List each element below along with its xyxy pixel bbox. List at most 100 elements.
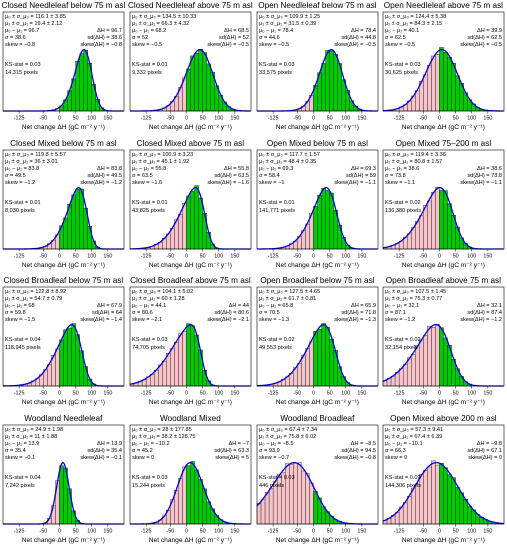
x-tick-label: 150 xyxy=(357,528,366,534)
stat-sigma: σ = 80.6 xyxy=(132,310,153,316)
histogram-bar xyxy=(431,55,436,112)
x-tick-label: 0 xyxy=(58,528,61,534)
stat-mudiff: μ₀ − μ₁ = −8.5 xyxy=(259,441,293,447)
histogram-bar xyxy=(173,341,179,387)
histogram-bar xyxy=(419,339,424,387)
stat-mudiff: μ₀ − μ₁ = 13.9 xyxy=(5,441,39,447)
stat-dh: ΔH = 13.9 xyxy=(97,441,122,447)
histogram-bar xyxy=(260,499,265,524)
x-tick-label: 100 xyxy=(467,528,476,534)
stat-sigma: σ = 38.6 xyxy=(5,35,26,41)
histogram-bar xyxy=(419,473,424,524)
x-tick-label: -125 xyxy=(394,528,405,534)
plot-frame xyxy=(129,149,252,249)
x-tick-label: 50 xyxy=(73,391,79,397)
x-tick-label: 150 xyxy=(484,391,493,397)
panel-title: Open Broadleaf above 75 m asl xyxy=(386,276,501,285)
stat-sd: sd(ΔH) = 63.3 xyxy=(214,448,249,454)
histogram-bar xyxy=(47,364,52,387)
panel-title: Closed Broadleaf above 75 m asl xyxy=(130,276,251,285)
histogram-bar xyxy=(256,502,261,524)
stat-mu1: μ₁ ± σ_μ₁ = 48.4 ± 0.35 xyxy=(259,159,316,165)
stat-mu1: μ₁ ± σ_μ₁ = 66.3 ± 4.32 xyxy=(132,21,189,27)
stat-dh: ΔH = 39.9 xyxy=(477,28,502,34)
histogram-bar xyxy=(415,220,420,249)
panel-title: Woodland Needleleaf xyxy=(24,414,103,423)
stat-skew: skew = −1.1 xyxy=(385,180,415,186)
stat-sigma: σ = 45.2 xyxy=(132,448,153,454)
histogram-bar xyxy=(403,364,408,387)
x-tick-label: 0 xyxy=(185,116,188,122)
stat-mu0: μ₀ ± σ_μ₀ = 24.9 ± 1.98 xyxy=(5,427,63,433)
stat-mudiff: μ₀ − μ₁ = 69.3 xyxy=(259,166,293,172)
histogram-bar xyxy=(206,63,211,112)
x-tick-label: 50 xyxy=(199,253,205,259)
x-tick-label: 0 xyxy=(438,391,441,397)
histogram-bar xyxy=(316,194,322,249)
x-tick-label: -50 xyxy=(166,528,174,534)
x-tick-label: -50 xyxy=(293,391,301,397)
stat-dh: ΔH = 67.9 xyxy=(97,303,122,309)
histogram-bar xyxy=(87,225,92,249)
x-tick-label: 0 xyxy=(58,253,61,259)
stat-dh: ΔH = −8.5 xyxy=(350,441,375,447)
panel-title: Closed Mixed above 75 m asl xyxy=(136,139,244,148)
stat-sigma: σ = 73.8 xyxy=(385,173,406,179)
x-tick-label: 150 xyxy=(484,116,493,122)
stat-skewdh: skew(ΔH) = −1.2 xyxy=(80,180,122,186)
stat-skew: skew = −0.5 xyxy=(132,42,162,48)
histogram-bar xyxy=(423,335,428,387)
histogram-bar xyxy=(423,469,428,524)
stat-skewdh: skew(ΔH) = −0.5 xyxy=(461,42,503,48)
stat-mudiff: μ₀ − μ₁ = 55.8 xyxy=(132,166,166,172)
histogram-bar xyxy=(312,490,318,524)
histogram-bar xyxy=(411,354,416,387)
stat-mu1: μ₁ ± σ_μ₁ = 61.7 ± 0.81 xyxy=(259,296,316,302)
stat-mu0: μ₀ ± σ_μ₀ = 67.4 ± 7.34 xyxy=(259,427,317,433)
x-tick-label: 50 xyxy=(453,116,459,122)
histogram-panel: Open Needleleaf above 75 m asl -125 -50 0 50… xyxy=(382,1,505,131)
stat-dh: ΔH = −7 xyxy=(228,441,249,447)
stat-pixels: 136,380 pixels xyxy=(385,208,421,214)
histogram-bar xyxy=(296,461,302,524)
histogram-bar xyxy=(284,463,289,524)
histogram-bar xyxy=(415,90,420,112)
stat-skewdh: skew(ΔH) = −1.3 xyxy=(334,317,376,323)
histogram-bar xyxy=(177,213,183,249)
histogram-bar xyxy=(300,354,306,387)
x-tick-label: -50 xyxy=(420,391,428,397)
plot-frame xyxy=(2,286,125,387)
stat-sd: sd(ΔH) = 52 xyxy=(219,35,249,41)
stat-mu1: μ₁ ± σ_μ₁ = 75.8 ± 6.02 xyxy=(259,434,316,440)
histogram-bar xyxy=(411,487,416,524)
x-axis-label: Net change ΔH (gC m⁻² y⁻¹) xyxy=(402,399,485,406)
stat-mudiff: μ₀ − μ₁ = 44.1 xyxy=(132,303,166,309)
histogram-bar xyxy=(427,200,432,249)
stat-sd: sd(ΔH) = 80.6 xyxy=(214,310,249,316)
stat-dh: ΔH = −9.8 xyxy=(477,441,502,447)
x-tick-label: -125 xyxy=(14,116,25,122)
stat-dh: ΔH = 78.4 xyxy=(350,28,375,34)
stat-mudiff: μ₀ − μ₁ = 78.4 xyxy=(259,28,293,34)
x-tick-label: 50 xyxy=(326,116,332,122)
density-curve xyxy=(383,48,504,112)
stat-mu0: μ₀ ± σ_μ₀ = 134.5 ± 10.33 xyxy=(132,14,196,20)
stat-mudiff: μ₀ − μ₁ = 83.8 xyxy=(5,166,39,172)
stat-skew: skew = 0 xyxy=(385,455,407,461)
histogram-bar xyxy=(75,188,80,249)
stat-sigma: σ = 62.5 xyxy=(385,35,406,41)
stat-sigma: σ = 87.1 xyxy=(385,310,406,316)
plot-frame xyxy=(129,11,252,112)
stat-mu1: μ₁ ± σ_μ₁ = 19.4 ± 2.12 xyxy=(5,21,62,27)
stat-dh: ΔH = 55.8 xyxy=(224,166,249,172)
stat-skew: skew = −1.6 xyxy=(132,180,162,186)
x-tick-label: -50 xyxy=(39,391,47,397)
stat-pixels: 33,575 pixels xyxy=(259,70,292,76)
stat-pixels: 144,306 pixels xyxy=(385,483,421,489)
x-tick-label: 150 xyxy=(357,116,366,122)
x-axis-label: Net change ΔH (gC m⁻² y⁻¹) xyxy=(149,124,232,131)
x-tick-label: 0 xyxy=(185,391,188,397)
stat-mu0: μ₀ ± σ_μ₀ = 119.8 ± 5.57 xyxy=(5,152,66,158)
histogram-bar xyxy=(55,348,60,387)
